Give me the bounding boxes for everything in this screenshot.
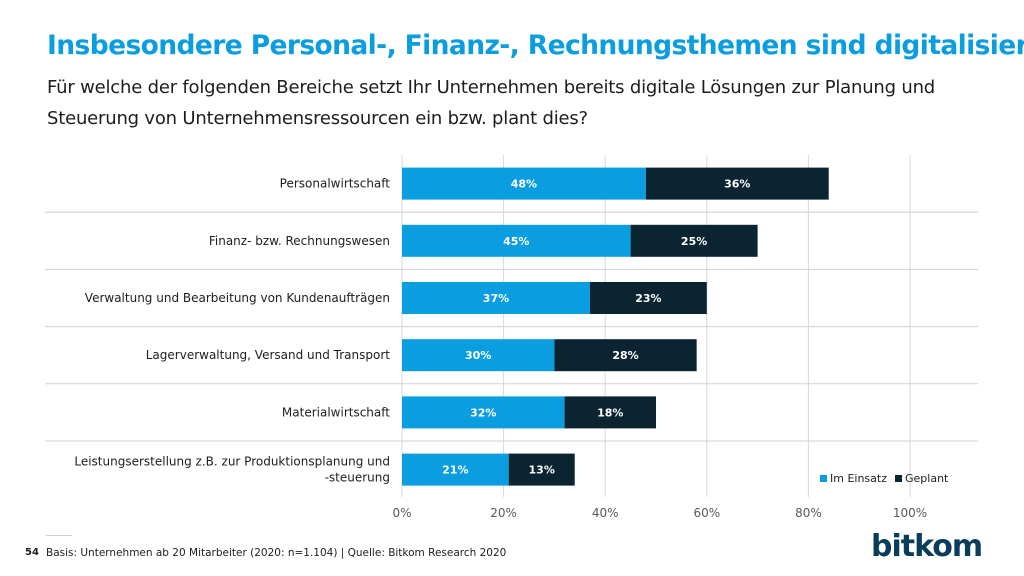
bar-data-label: 37% <box>483 292 509 305</box>
bar-data-label: 21% <box>442 464 468 477</box>
bar-segment-geplant <box>508 453 575 486</box>
legend-item-geplant: Geplant <box>895 472 948 485</box>
bar-data-label: 36% <box>724 178 750 191</box>
bar-data-label: 32% <box>470 406 496 419</box>
bitkom-logo: bitkom <box>871 529 983 564</box>
bar-segment-geplant <box>645 167 829 200</box>
bar-segment-im-einsatz <box>402 339 555 372</box>
x-tick-label: 100% <box>893 506 927 520</box>
category-label: Lagerverwaltung, Versand und Transport <box>146 348 391 362</box>
page-number: 54 <box>25 547 39 558</box>
x-tick-label: 20% <box>490 506 517 520</box>
legend-label-im-einsatz: Im Einsatz <box>830 472 887 485</box>
chart-subtitle: Für welche der folgenden Bereiche setzt … <box>47 77 936 129</box>
source-note: Basis: Unternehmen ab 20 Mitarbeiter (20… <box>46 547 507 559</box>
category-label: Leistungserstellung z.B. zur Produktions… <box>74 455 390 485</box>
x-tick-label: 40% <box>592 506 619 520</box>
bar-data-label: 18% <box>597 406 623 419</box>
bar-segment-im-einsatz <box>402 396 565 429</box>
bar-segment-im-einsatz <box>402 282 590 314</box>
bar-data-label: 28% <box>612 349 638 362</box>
footer-divider <box>46 535 72 536</box>
bar-data-label: 48% <box>511 178 537 191</box>
bar-segment-im-einsatz <box>402 453 509 486</box>
legend-label-geplant: Geplant <box>905 472 949 485</box>
legend-item-im-einsatz: Im Einsatz <box>820 472 887 485</box>
bar-segment-geplant <box>554 339 697 372</box>
bar-data-label: 30% <box>465 349 491 362</box>
bar-segment-im-einsatz <box>402 224 631 257</box>
chart-title: Insbesondere Personal-, Finanz-, Rechnun… <box>47 30 1024 61</box>
x-tick-label: 60% <box>693 506 720 520</box>
bar-segment-geplant <box>630 224 758 257</box>
category-label: Materialwirtschaft <box>282 405 390 419</box>
x-tick-label: 80% <box>795 506 822 520</box>
bar-data-label: 25% <box>681 235 707 248</box>
bar-data-label: 23% <box>635 292 661 305</box>
bar-data-label: 13% <box>529 464 555 477</box>
chart-legend: Im Einsatz Geplant <box>820 472 948 485</box>
x-tick-label: 0% <box>392 506 411 520</box>
legend-swatch-im-einsatz <box>820 475 827 482</box>
category-label: Verwaltung und Bearbeitung von Kundenauf… <box>85 291 390 305</box>
bar-data-label: 45% <box>503 235 529 248</box>
legend-swatch-geplant <box>895 475 902 482</box>
bar-segment-im-einsatz <box>402 167 646 200</box>
bar-segment-geplant <box>589 282 707 314</box>
bar-segment-geplant <box>564 396 656 429</box>
category-label: Personalwirtschaft <box>280 177 391 191</box>
category-label: Finanz- bzw. Rechnungswesen <box>209 234 390 248</box>
